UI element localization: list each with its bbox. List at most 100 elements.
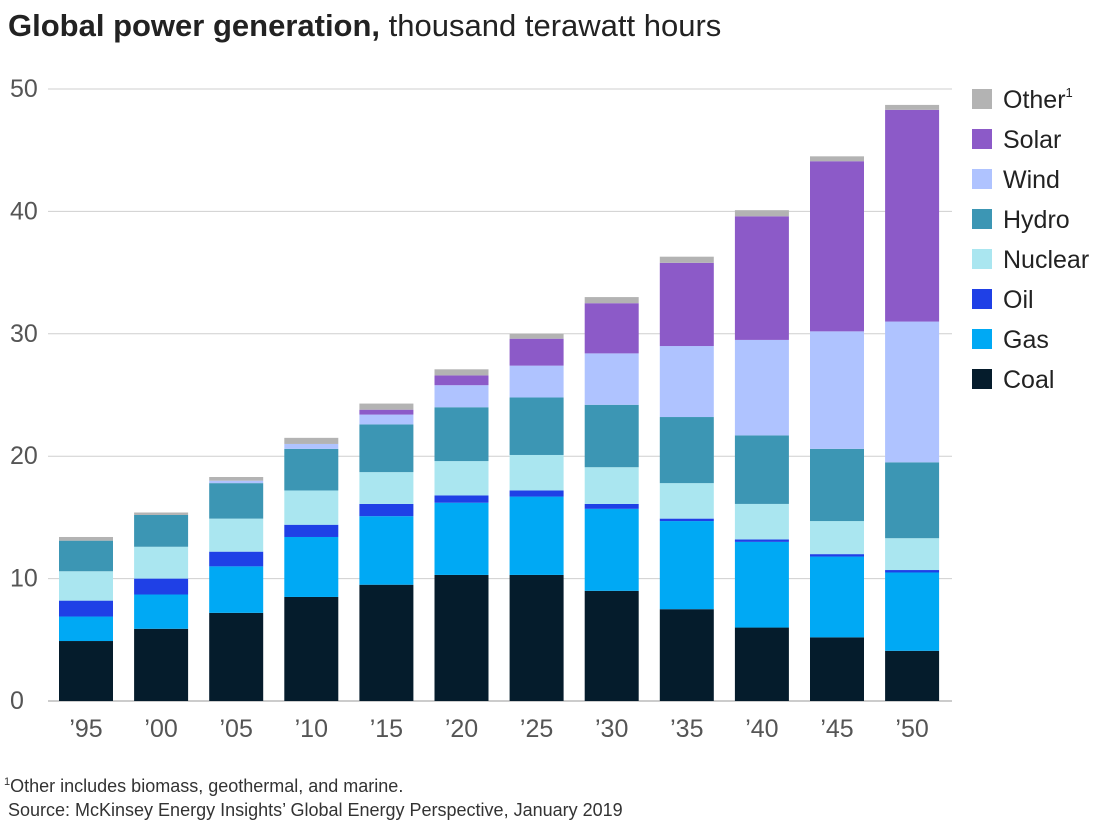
y-tick-label-10: 10 — [10, 565, 38, 593]
footnote: 1Other includes biomass, geothermal, and… — [4, 776, 403, 797]
legend-superscript: 1 — [1066, 85, 1073, 100]
bar-gas-15 — [359, 516, 414, 585]
bar-hydro-20 — [434, 407, 489, 462]
bar-gas-30 — [584, 508, 639, 591]
bar-nuclear-95 — [59, 571, 113, 601]
bar-solar-40 — [734, 216, 789, 340]
bar-coal-35 — [659, 609, 714, 701]
bar-hydro-00 — [134, 514, 189, 547]
bar-gas-50 — [885, 572, 940, 651]
y-tick-label-20: 20 — [10, 442, 38, 470]
bar-gas-05 — [209, 566, 264, 613]
bar-coal-45 — [810, 637, 864, 701]
bar-gas-40 — [734, 541, 789, 628]
bar-oil-45 — [810, 554, 864, 557]
bar-oil-50 — [885, 570, 940, 573]
x-tick-label-45: ’45 — [820, 715, 853, 743]
bar-nuclear-25 — [509, 454, 564, 491]
bar-nuclear-40 — [734, 503, 789, 540]
x-tick-label-40: ’40 — [745, 715, 778, 743]
y-tick-label-40: 40 — [10, 197, 38, 225]
legend-label-hydro: Hydro — [1003, 206, 1070, 234]
bar-other-20 — [434, 369, 489, 376]
bar-solar-35 — [659, 262, 714, 347]
bar-oil-40 — [734, 539, 789, 542]
bar-other-10 — [284, 437, 339, 444]
legend-swatch-solar — [972, 129, 992, 149]
legend-swatch-hydro — [972, 209, 992, 229]
bar-solar-15 — [359, 409, 414, 415]
legend-label-solar: Solar — [1003, 126, 1061, 154]
x-tick-label-00: ’00 — [144, 715, 177, 743]
legend-label-gas: Gas — [1003, 326, 1049, 354]
bar-nuclear-10 — [284, 490, 339, 525]
bar-other-50 — [885, 104, 940, 110]
bar-oil-95 — [59, 600, 113, 617]
bar-wind-15 — [359, 414, 414, 425]
legend-swatch-oil — [972, 289, 992, 309]
legend-label-oil: Oil — [1003, 286, 1034, 314]
bar-other-30 — [584, 297, 639, 304]
bar-solar-30 — [584, 303, 639, 354]
bar-hydro-05 — [209, 483, 264, 519]
legend-swatch-gas — [972, 329, 992, 349]
chart-title-bold: Global power generation, — [8, 8, 381, 43]
bar-other-15 — [359, 403, 414, 410]
legend-label-coal: Coal — [1003, 366, 1054, 394]
bar-wind-50 — [885, 321, 940, 463]
bar-wind-10 — [284, 443, 339, 449]
bar-oil-30 — [584, 503, 639, 509]
bar-coal-15 — [359, 584, 414, 701]
bar-solar-20 — [434, 375, 489, 386]
bar-coal-20 — [434, 574, 489, 701]
x-tick-label-50: ’50 — [895, 715, 928, 743]
legend-swatch-coal — [972, 369, 992, 389]
bar-hydro-95 — [59, 540, 113, 572]
bar-solar-25 — [509, 338, 564, 366]
bar-wind-30 — [584, 353, 639, 405]
x-tick-label-25: ’25 — [520, 715, 553, 743]
bar-hydro-35 — [659, 417, 714, 484]
bar-gas-95 — [59, 616, 113, 642]
x-axis: ’95 ’00 ’05 ’10 ’15 ’20 ’25 ’30 ’35 ’40 ’45 ’50 — [69, 715, 928, 743]
bar-coal-40 — [734, 627, 789, 701]
gridlines — [48, 88, 952, 702]
legend-swatch-other — [972, 89, 992, 109]
x-tick-label-10: ’10 — [295, 715, 328, 743]
bar-oil-35 — [659, 518, 714, 522]
bar-wind-35 — [659, 346, 714, 418]
bar-wind-45 — [810, 331, 864, 449]
bar-gas-35 — [659, 521, 714, 610]
footnote-marker: 1 — [4, 776, 11, 788]
bar-gas-00 — [134, 594, 189, 629]
bar-other-05 — [209, 477, 264, 481]
bar-nuclear-50 — [885, 538, 940, 571]
bar-wind-25 — [509, 365, 564, 398]
bar-gas-25 — [509, 496, 564, 575]
chart-title-unit: thousand terawatt hours — [388, 8, 722, 43]
x-tick-label-30: ’30 — [595, 715, 628, 743]
y-tick-label-50: 50 — [10, 75, 38, 103]
legend-label-wind: Wind — [1003, 166, 1060, 194]
legend-label-other: Other1 — [1003, 85, 1073, 114]
bar-coal-10 — [284, 596, 339, 701]
bar-gas-20 — [434, 502, 489, 575]
bar-wind-05 — [209, 480, 264, 484]
bar-nuclear-35 — [659, 483, 714, 519]
bar-coal-50 — [885, 650, 940, 701]
x-tick-label-95: ’95 — [69, 715, 102, 743]
bar-coal-05 — [209, 612, 264, 701]
bar-nuclear-20 — [434, 461, 489, 496]
bar-nuclear-00 — [134, 546, 189, 579]
bar-oil-20 — [434, 495, 489, 503]
legend: Other1 Solar Wind Hydro Nuclear Oil Gas Coal — [972, 85, 1089, 394]
x-tick-label-15: ’15 — [370, 715, 403, 743]
x-tick-label-05: ’05 — [220, 715, 253, 743]
bar-hydro-45 — [810, 448, 864, 522]
x-tick-label-20: ’20 — [445, 715, 478, 743]
source-note: Source: McKinsey Energy Insights’ Global… — [8, 800, 623, 820]
bar-hydro-40 — [734, 435, 789, 504]
y-tick-label-30: 30 — [10, 320, 38, 348]
x-tick-label-35: ’35 — [670, 715, 703, 743]
